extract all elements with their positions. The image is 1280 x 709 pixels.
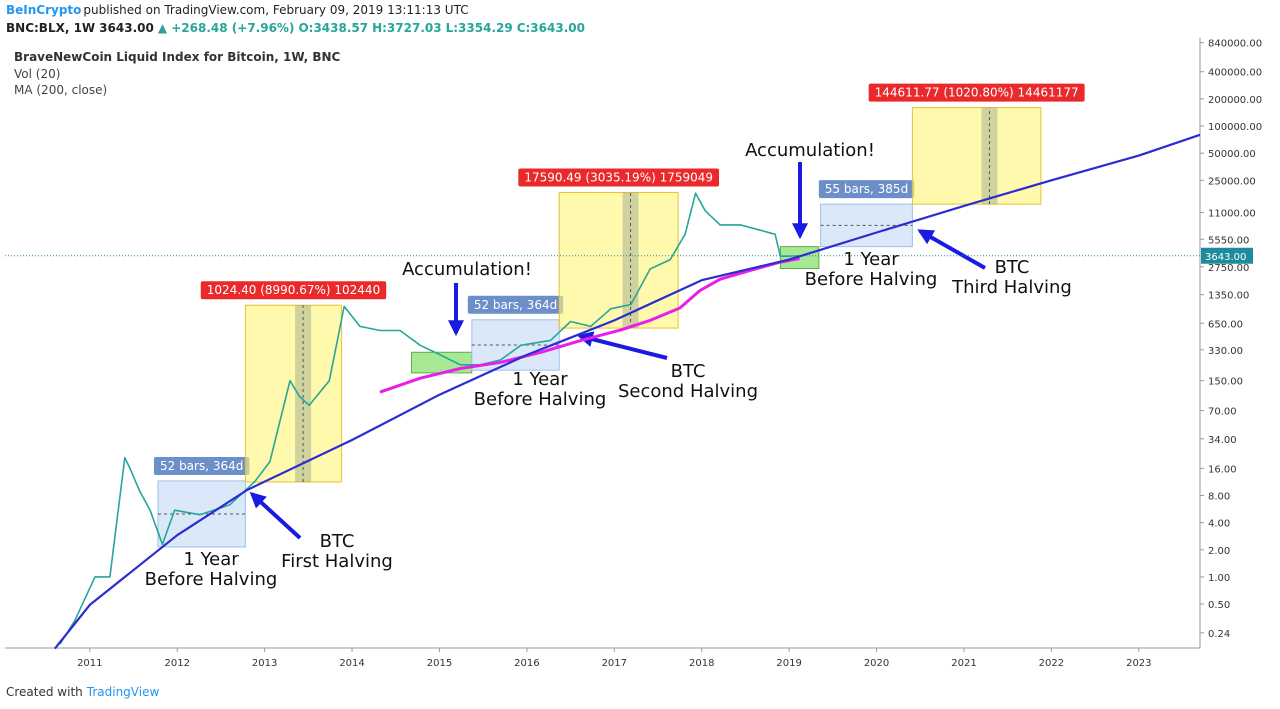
ohlc: C:3643.00 — [516, 21, 585, 35]
annotation: Before Halving — [805, 269, 938, 290]
chart-title: BraveNewCoin Liquid Index for Bitcoin, 1… — [14, 50, 341, 64]
y-tick-label: 25000.00 — [1208, 176, 1256, 187]
range-column — [295, 305, 312, 482]
y-tick-label: 150.00 — [1208, 377, 1243, 388]
y-tick-label: 70.00 — [1208, 407, 1237, 418]
y-tick-label: 330.00 — [1208, 346, 1243, 357]
indicator: MA (200, close) — [14, 83, 108, 97]
range-label: 55 bars, 385d — [825, 182, 908, 196]
published: published on TradingView.com, February 0… — [83, 3, 469, 17]
symbol: BNC:BLX, 1W — [6, 21, 96, 35]
last: 3643.00 — [99, 21, 154, 35]
annotation: BTC — [320, 531, 355, 552]
ohlc: L:3354.29 — [445, 21, 513, 35]
y-tick-label: 1350.00 — [1208, 291, 1249, 302]
y-tick-label: 2.00 — [1208, 546, 1230, 557]
x-tick-label: 2011 — [77, 658, 102, 669]
annotation: Before Halving — [474, 389, 607, 410]
range-box — [244, 304, 343, 483]
y-tick-label: 2750.00 — [1208, 263, 1249, 274]
series-line — [53, 133, 1201, 650]
arrow — [576, 331, 668, 360]
annotation: BTC — [995, 257, 1030, 278]
x-tick-label: 2016 — [514, 658, 539, 669]
y-tick-label: 8.00 — [1208, 492, 1230, 503]
y-tick-label: 4.00 — [1208, 519, 1230, 530]
x-tick-label: 2022 — [1039, 658, 1064, 669]
x-tick-label: 2020 — [864, 658, 889, 669]
annotation: Accumulation! — [402, 259, 532, 280]
annotation: Third Halving — [951, 277, 1072, 298]
range-label-bg — [200, 281, 387, 300]
range-box — [911, 107, 1042, 205]
annotation: 1 Year — [183, 549, 239, 570]
y-tick-label: 200000.00 — [1208, 95, 1262, 106]
publisher: BeInCrypto — [6, 3, 82, 17]
range-label-bg — [153, 456, 250, 475]
annotation: Accumulation! — [745, 140, 875, 161]
last-price-bg — [1201, 247, 1253, 264]
y-tick-label: 34.00 — [1208, 435, 1237, 446]
y-tick-label: 1.00 — [1208, 573, 1230, 584]
header: BeInCrypto published on TradingView.com, … — [6, 3, 473, 17]
range-label: 17590.49 (3035.19%) 1759049 — [524, 171, 713, 185]
range-label: 52 bars, 364d — [160, 459, 243, 473]
series-line — [379, 257, 800, 394]
range-label: 52 bars, 364d — [474, 298, 557, 312]
annotation: Before Halving — [145, 569, 278, 590]
range-box — [779, 246, 820, 270]
y-tick-label: 650.00 — [1208, 319, 1243, 330]
annotation: 1 Year — [843, 249, 899, 270]
range-label-bg — [818, 180, 915, 199]
x-tick-label: 2018 — [689, 658, 714, 669]
last-price-label: 3643.00 — [1205, 252, 1246, 263]
range-label: 1024.40 (8990.67%) 102440 — [207, 283, 380, 297]
footer: Created with TradingView — [6, 685, 163, 699]
arrow — [917, 229, 986, 270]
y-tick-label: 400000.00 — [1208, 68, 1262, 79]
arrow — [249, 491, 302, 540]
x-tick-label: 2019 — [776, 658, 801, 669]
y-tick-label: 50000.00 — [1208, 149, 1256, 160]
ranges: 52 bars, 364d 1024.40 (8990.67%) 102440 52… — [153, 83, 1085, 548]
range-label-bg — [868, 83, 1085, 102]
x-tick-label: 2017 — [602, 658, 627, 669]
annotation: 1 Year — [512, 369, 568, 390]
symbol-line: BNC:BLX, 1W 3643.00 ▲ +268.48 (+7.96%) O:34… — [6, 21, 589, 35]
x-tick-label: 2015 — [427, 658, 452, 669]
annotation: Second Halving — [618, 381, 758, 402]
x-tick-label: 2023 — [1126, 658, 1151, 669]
y-tick-label: 5550.00 — [1208, 235, 1249, 246]
x-tick-label: 2013 — [252, 658, 277, 669]
range-label-bg — [467, 295, 564, 314]
ohlc: H:3727.03 — [372, 21, 442, 35]
annotation: First Halving — [281, 551, 393, 572]
y-tick-label: 0.50 — [1208, 600, 1230, 611]
x-tick-label: 2021 — [951, 658, 976, 669]
indicator: Vol (20) — [14, 67, 61, 81]
footer-brand: TradingView — [86, 685, 160, 699]
footer-created: Created with — [6, 685, 83, 699]
x-tick-label: 2014 — [339, 658, 364, 669]
ohlc: O:3438.57 — [298, 21, 369, 35]
range-box — [558, 192, 679, 329]
y-tick-label: 0.24 — [1208, 629, 1230, 640]
arrows — [249, 162, 986, 540]
series-line — [59, 192, 799, 645]
y-tick-label: 11000.00 — [1208, 208, 1256, 219]
change: ▲ +268.48 (+7.96%) — [157, 21, 295, 35]
x-tick-label: 2012 — [164, 658, 189, 669]
y-tick-label: 840000.00 — [1208, 39, 1262, 50]
y-tick-label: 16.00 — [1208, 464, 1237, 475]
range-label-bg — [518, 168, 720, 187]
annotation: BTC — [671, 361, 706, 382]
range-label: 144611.77 (1020.80%) 14461177 — [875, 86, 1079, 100]
y-tick-label: 100000.00 — [1208, 122, 1262, 133]
